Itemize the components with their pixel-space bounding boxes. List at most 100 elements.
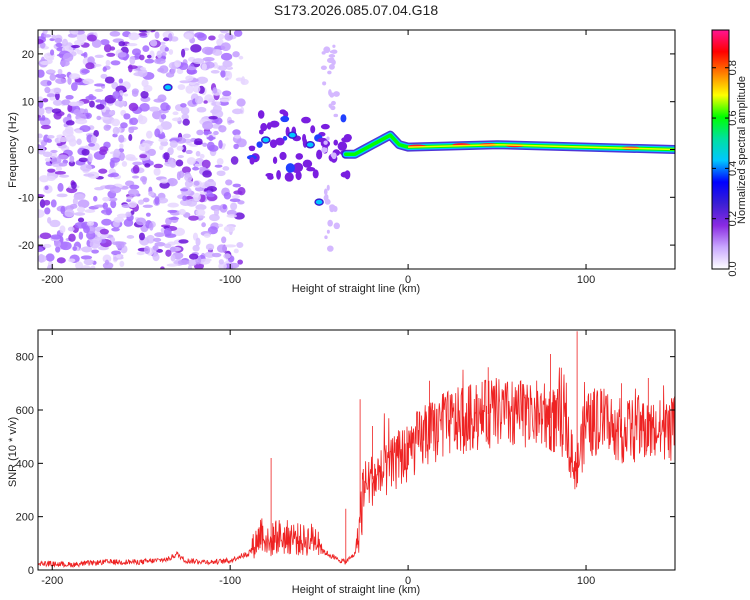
spectral-blob (103, 124, 111, 131)
spectral-blob (228, 119, 235, 124)
y-tick-label: -10 (18, 192, 34, 204)
spectral-blob (96, 226, 102, 233)
spectral-blob (195, 150, 201, 157)
spectral-blob (226, 209, 237, 216)
spectral-blob (148, 106, 160, 112)
spectral-blob (49, 96, 56, 101)
spectral-blob (269, 120, 280, 128)
spectral-blob (241, 76, 246, 85)
spectrogram-xlabel: Height of straight line (km) (292, 283, 420, 295)
spectral-blob (38, 117, 46, 121)
spectral-hotspot (314, 198, 324, 206)
spectral-blob (195, 209, 206, 217)
spectral-blob (159, 145, 164, 151)
spectral-blob (47, 168, 56, 173)
spectral-blob (219, 30, 229, 34)
spectral-blob (329, 204, 336, 210)
spectral-blob (222, 60, 233, 68)
spectral-blob (44, 185, 49, 191)
colorbar-label: Normalized spectral amplitude (736, 76, 748, 224)
spectral-blob (185, 75, 194, 82)
spectral-blob (168, 49, 174, 55)
spectral-blob (112, 126, 120, 135)
spectral-blob (321, 147, 327, 154)
spectral-blob (46, 93, 56, 98)
spectral-blob (111, 227, 120, 232)
spectral-blob (195, 204, 207, 211)
spectral-blob (57, 154, 69, 160)
spectral-hotspot (305, 140, 315, 149)
spectral-blob (55, 246, 61, 253)
spectral-blob (333, 113, 339, 118)
colorbar-tick-label: 0.2 (727, 211, 739, 226)
spectral-blob (115, 254, 122, 259)
spectral-blob (68, 258, 76, 263)
spectral-blob (77, 199, 90, 209)
spectral-blob (153, 58, 166, 65)
spectral-blob (93, 83, 106, 87)
spectral-blob (112, 133, 118, 138)
spectral-blob (44, 86, 51, 94)
spectral-blob (132, 164, 140, 174)
x-tick-label: 100 (577, 274, 595, 286)
spectral-blob (153, 163, 164, 169)
spectral-blob (74, 221, 87, 229)
spectral-blob (94, 54, 104, 58)
snr-background (38, 330, 675, 570)
spectral-blob (52, 99, 63, 106)
spectral-hotspot (261, 136, 271, 144)
spectral-blob (146, 30, 152, 33)
spectral-blob (45, 108, 52, 114)
y-tick-label: 0 (28, 145, 34, 157)
spectral-blob (279, 151, 287, 161)
spectral-blob (75, 261, 84, 269)
colorbar: 0.0 0.2 0.4 0.6 0.8 Normalized spectral ampl… (711, 29, 748, 277)
spectral-blob (68, 160, 76, 167)
spectral-blob (146, 54, 152, 59)
spectral-blob (199, 166, 207, 171)
spectral-blob (205, 243, 215, 251)
spectral-blob (39, 175, 50, 183)
spectral-blob (89, 100, 95, 108)
spectral-blob (293, 162, 304, 173)
spectral-blob (224, 244, 237, 248)
spectral-blob (181, 113, 190, 121)
spectral-blob (92, 236, 102, 245)
spectral-blob (54, 240, 62, 248)
y-tick-label: 800 (16, 352, 34, 364)
snr-series-line (38, 331, 675, 569)
spectral-blob (213, 130, 219, 136)
spectral-blob (233, 248, 239, 254)
spectral-blob (159, 41, 166, 45)
spectral-blob (193, 192, 201, 202)
spectral-blob (67, 226, 75, 232)
spectral-blob (202, 170, 212, 178)
spectral-blob (56, 193, 68, 198)
spectral-blob (218, 125, 227, 133)
spectral-blob (193, 180, 200, 186)
spectral-blob (329, 50, 336, 54)
spectral-blob (128, 126, 139, 131)
spectral-blob (181, 166, 191, 174)
spectral-blob (103, 43, 112, 53)
spectral-blob (140, 175, 148, 183)
spectral-blob (131, 90, 139, 97)
spectral-blob (228, 262, 240, 269)
spectral-blob (222, 204, 227, 210)
spectral-blob (269, 139, 278, 148)
spectral-blob (64, 126, 74, 135)
spectral-blob (223, 191, 232, 200)
spectral-blob (272, 156, 278, 165)
y-tick-label: 0 (28, 565, 34, 577)
y-tick-label: 10 (22, 97, 34, 109)
spectral-blob (174, 59, 182, 68)
spectral-blob (194, 95, 204, 105)
spectral-blob (328, 103, 333, 109)
spectral-blob (59, 225, 66, 234)
spectral-blob (78, 231, 84, 240)
spectral-blob (207, 193, 215, 198)
spectral-blob (75, 118, 88, 125)
spectral-blob (202, 56, 215, 62)
spectral-blob (148, 190, 155, 197)
